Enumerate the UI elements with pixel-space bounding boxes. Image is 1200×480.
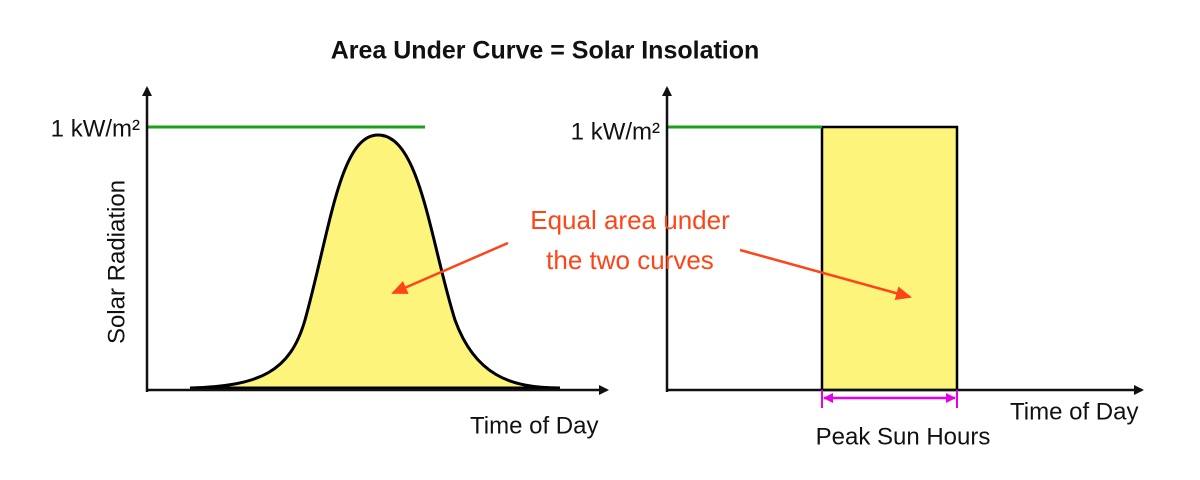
x-axis-label: Time of Day (1010, 398, 1138, 425)
level-label: 1 kW/m² (571, 118, 660, 145)
x-axis-label: Time of Day (470, 412, 598, 439)
title: Area Under Curve = Solar Insolation (331, 37, 760, 65)
annotation-arrow (391, 241, 509, 295)
annotation-line: the two curves (546, 245, 714, 275)
level-label: 1 kW/m² (51, 115, 140, 142)
equivalent-rectangle (820, 125, 959, 392)
y-axis-label: Solar Radiation (103, 180, 130, 344)
bell-curve (189, 133, 561, 390)
annotation-arrow (739, 248, 912, 301)
width-label: Peak Sun Hours (816, 423, 991, 450)
annotation-line: Equal area under (530, 205, 730, 235)
